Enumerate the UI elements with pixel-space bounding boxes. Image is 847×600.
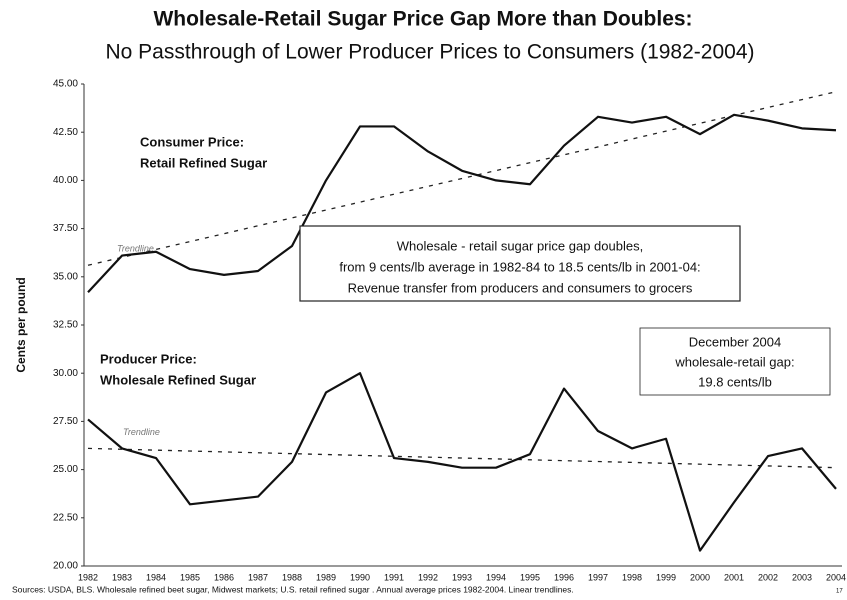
x-tick-label: 1983 — [112, 572, 132, 582]
x-tick-label: 1994 — [486, 572, 506, 582]
x-tick-label: 1996 — [554, 572, 574, 582]
y-tick-label: 22.50 — [53, 512, 78, 523]
x-tick-label: 2002 — [758, 572, 778, 582]
annotation-box — [639, 327, 831, 396]
y-tick-label: 25.00 — [53, 464, 78, 475]
x-tick-label: 1990 — [350, 572, 370, 582]
x-tick-label: 1987 — [248, 572, 268, 582]
x-tick-label: 1991 — [384, 572, 404, 582]
y-tick-label: 30.00 — [53, 368, 78, 379]
trendline — [87, 91, 837, 266]
annotation-text: from 9 cents/lb average in 1982-84 to 18… — [339, 259, 700, 274]
x-tick-label: 1998 — [622, 572, 642, 582]
y-tick-label: 42.50 — [53, 127, 78, 138]
trendline-label: Trendline — [123, 427, 160, 437]
x-tick-label: 1999 — [656, 572, 676, 582]
y-tick-label: 27.50 — [53, 416, 78, 427]
x-tick-label: 1984 — [146, 572, 166, 582]
data-line — [87, 372, 837, 552]
x-tick-label: 1982 — [78, 572, 98, 582]
series-label: Retail Refined Sugar — [140, 155, 267, 170]
y-tick-label: 37.50 — [53, 223, 78, 234]
chart-title: Wholesale-Retail Sugar Price Gap More th… — [153, 8, 692, 31]
x-tick-label: 1995 — [520, 572, 540, 582]
x-tick-label: 1992 — [418, 572, 438, 582]
data-line — [87, 113, 837, 293]
page-number: 17 — [836, 589, 843, 595]
x-tick-label: 1997 — [588, 572, 608, 582]
x-tick-label: 1986 — [214, 572, 234, 582]
annotation-text: Revenue transfer from producers and cons… — [348, 280, 693, 295]
x-tick-label: 1988 — [282, 572, 302, 582]
y-tick-label: 32.50 — [53, 320, 78, 331]
x-tick-label: 2001 — [724, 572, 744, 582]
series-label: Consumer Price: — [140, 134, 244, 149]
y-tick-label: 45.00 — [53, 79, 78, 90]
annotation-text: December 2004 — [689, 334, 782, 349]
annotation-text: Wholesale - retail sugar price gap doubl… — [397, 238, 643, 253]
x-tick-label: 2000 — [690, 572, 710, 582]
x-tick-label: 2004 — [826, 572, 846, 582]
x-tick-label: 2003 — [792, 572, 812, 582]
annotation-text: wholesale-retail gap: — [674, 354, 794, 369]
series-label: Producer Price: — [100, 351, 197, 366]
y-tick-label: 20.00 — [53, 561, 78, 572]
y-tick-label: 40.00 — [53, 175, 78, 186]
x-tick-label: 1985 — [180, 572, 200, 582]
trendline — [87, 447, 837, 469]
x-tick-label: 1993 — [452, 572, 472, 582]
x-tick-label: 1989 — [316, 572, 336, 582]
y-axis-label: Cents per pound — [14, 277, 28, 372]
series-label: Wholesale Refined Sugar — [100, 372, 256, 387]
trendline-label: Trendline — [117, 244, 154, 254]
y-tick-label: 35.00 — [53, 271, 78, 282]
annotation-box — [299, 225, 741, 302]
chart-subtitle: No Passthrough of Lower Producer Prices … — [106, 41, 755, 64]
annotation-text: 19.8 cents/lb — [698, 374, 772, 389]
source-note: Sources: USDA, BLS. Wholesale refined be… — [12, 584, 574, 594]
